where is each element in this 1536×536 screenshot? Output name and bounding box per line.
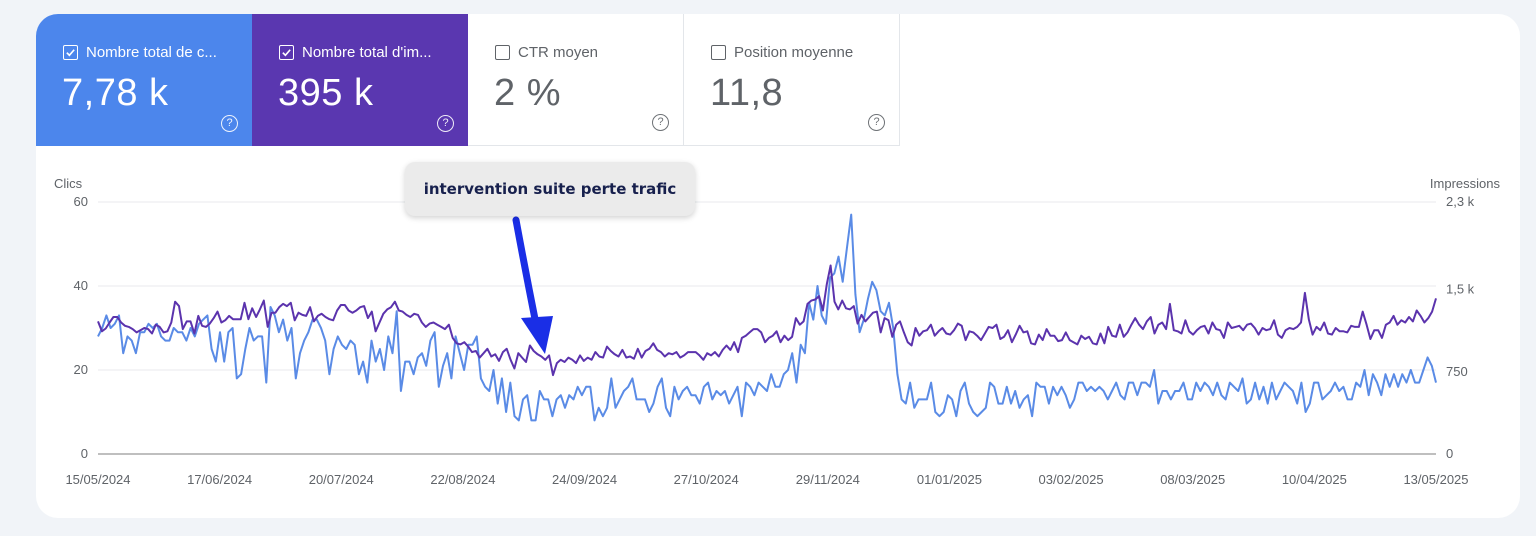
left-tick-label: 60 [74, 194, 88, 209]
card-average-position[interactable]: Position moyenne 11,8 ? [684, 14, 900, 146]
x-tick-label: 29/11/2024 [796, 472, 860, 487]
annotation-callout: intervention suite perte trafic [405, 162, 695, 216]
x-tick-label: 13/05/2025 [1403, 472, 1468, 487]
x-tick-label: 24/09/2024 [552, 472, 617, 487]
performance-panel: Nombre total de c... 7,78 k ? Nombre tot… [36, 14, 1520, 518]
chart-axes: 0 20 40 60 0 750 1,5 k 2,3 k 15/05/2024 17/06/202… [65, 194, 1474, 487]
checkbox-unchecked-icon[interactable] [495, 45, 510, 60]
metric-value: 7,78 k [62, 72, 169, 114]
metric-label: CTR moyen [518, 44, 599, 61]
help-icon[interactable]: ? [221, 115, 238, 132]
metric-label: Nombre total d'im... [302, 44, 432, 61]
metric-value: 395 k [278, 72, 374, 114]
x-tick-label: 17/06/2024 [187, 472, 252, 487]
x-tick-label: 03/02/2025 [1039, 472, 1104, 487]
series-clicks-line [97, 213, 1437, 422]
metric-label: Position moyenne [734, 44, 854, 61]
x-tick-label: 22/08/2024 [430, 472, 495, 487]
x-tick-label: 27/10/2024 [674, 472, 739, 487]
x-tick-label: 08/03/2025 [1160, 472, 1225, 487]
help-icon[interactable]: ? [868, 114, 885, 131]
performance-chart: 0 20 40 60 0 750 1,5 k 2,3 k 15/05/2024 17/06/202… [54, 176, 1501, 487]
chart-series [97, 213, 1437, 422]
right-axis-title: Impressions [1430, 176, 1501, 191]
card-average-ctr[interactable]: CTR moyen 2 % ? [468, 14, 684, 146]
x-tick-label: 20/07/2024 [309, 472, 374, 487]
checkbox-unchecked-icon[interactable] [711, 45, 726, 60]
help-icon[interactable]: ? [652, 114, 669, 131]
right-tick-label: 0 [1446, 446, 1453, 461]
x-tick-label: 10/04/2025 [1282, 472, 1347, 487]
left-axis-title: Clics [54, 176, 83, 191]
left-tick-label: 0 [81, 446, 88, 461]
x-tick-label: 01/01/2025 [917, 472, 982, 487]
card-total-clicks[interactable]: Nombre total de c... 7,78 k ? [36, 14, 252, 146]
checkbox-checked-icon[interactable] [63, 45, 78, 60]
card-total-impressions[interactable]: Nombre total d'im... 395 k ? [252, 14, 468, 146]
x-tick-label: 15/05/2024 [65, 472, 130, 487]
metric-value: 2 % [494, 72, 561, 114]
right-tick-label: 1,5 k [1446, 282, 1475, 297]
metric-cards: Nombre total de c... 7,78 k ? Nombre tot… [36, 14, 900, 146]
left-tick-label: 20 [74, 362, 88, 377]
annotation-arrow [512, 216, 553, 354]
arrow-head [521, 316, 553, 354]
arrow-shaft [512, 216, 540, 328]
help-icon[interactable]: ? [437, 115, 454, 132]
checkbox-checked-icon[interactable] [279, 45, 294, 60]
right-tick-label: 2,3 k [1446, 194, 1475, 209]
metric-label: Nombre total de c... [86, 44, 217, 61]
right-tick-label: 750 [1446, 364, 1468, 379]
left-tick-label: 40 [74, 278, 88, 293]
series-impressions-line [97, 264, 1437, 377]
chart-grid [98, 201, 1436, 455]
metric-value: 11,8 [710, 72, 784, 114]
